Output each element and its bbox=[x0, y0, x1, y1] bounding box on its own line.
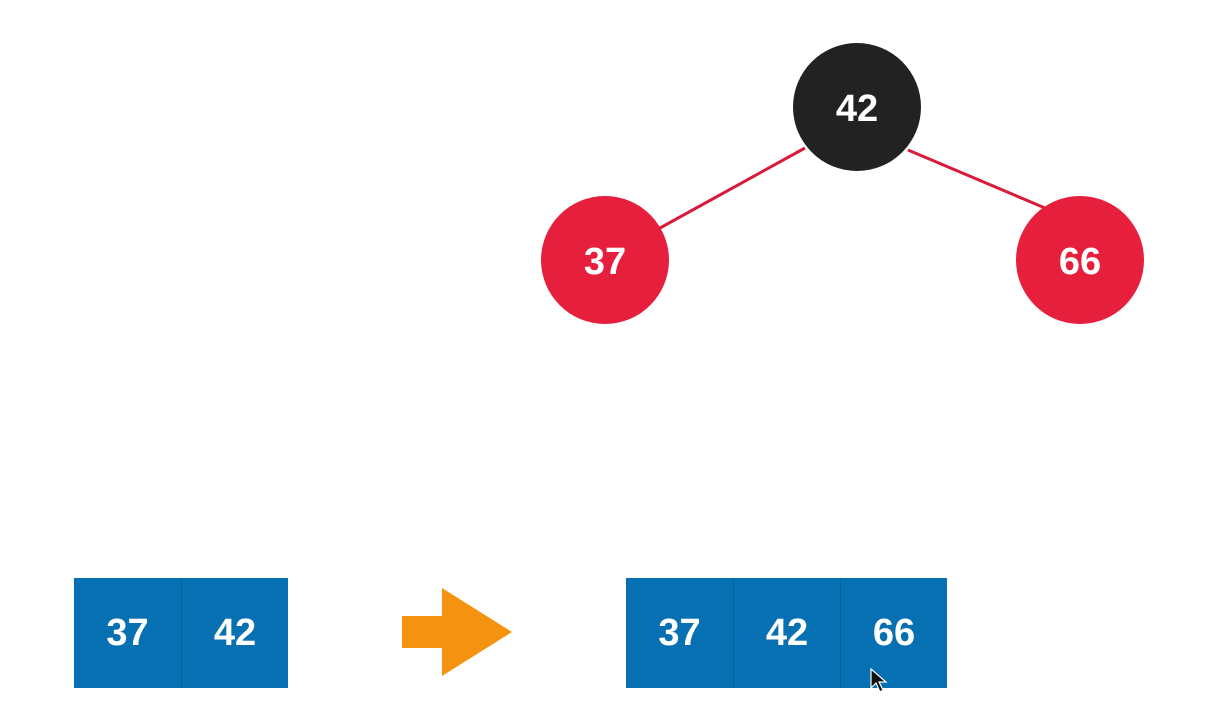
array-after-cell-2: 42 bbox=[733, 578, 840, 688]
array-before-cell-1: 37 bbox=[74, 578, 181, 688]
tree-node-root bbox=[793, 43, 921, 171]
right-arrow-icon bbox=[402, 588, 512, 676]
tree-node-right-label: 66 bbox=[1059, 241, 1101, 283]
tree-node-left bbox=[541, 196, 669, 324]
tree-node-left-label: 37 bbox=[584, 241, 626, 283]
array-after-cell-3: 66 bbox=[840, 578, 947, 688]
tree-edge-right bbox=[907, 148, 1046, 210]
array-after: 37 42 66 bbox=[626, 578, 947, 688]
array-after-cell-1: 37 bbox=[626, 578, 733, 688]
tree-node-root-label: 42 bbox=[836, 88, 878, 130]
tree-edge-left bbox=[659, 146, 806, 230]
mouse-cursor-icon bbox=[870, 668, 888, 693]
array-before: 37 42 bbox=[74, 578, 288, 688]
array-before-cell-2: 42 bbox=[181, 578, 288, 688]
tree-node-right bbox=[1016, 196, 1144, 324]
